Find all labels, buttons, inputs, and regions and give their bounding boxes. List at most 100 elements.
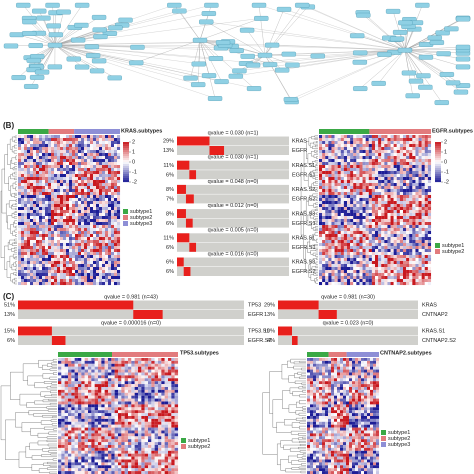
dendrogram-branch <box>12 278 15 284</box>
heatmap-cell <box>87 183 91 187</box>
heatmap-cell <box>421 165 425 169</box>
network-node <box>36 15 51 21</box>
heatmap-cell <box>84 392 89 396</box>
heatmap-cell <box>72 174 76 178</box>
heatmap-cell <box>384 144 388 148</box>
heatmap-cell <box>111 195 115 199</box>
heatmap-cell <box>102 273 106 277</box>
heatmap-cell <box>71 416 75 419</box>
heatmap-cell <box>340 204 344 208</box>
heatmap-cell <box>121 395 125 399</box>
heatmap-cell <box>81 270 85 274</box>
heatmap-cell <box>78 246 82 250</box>
network-node <box>356 12 371 18</box>
network-node <box>84 44 100 50</box>
heatmap-cell <box>331 165 335 169</box>
heatmap-cell <box>331 168 335 172</box>
network-edge <box>54 44 100 61</box>
heatmap-cell <box>45 165 49 169</box>
heatmap-cell <box>171 401 175 405</box>
heatmap-cell <box>384 276 388 280</box>
heatmap-cell <box>78 219 82 223</box>
heatmap-cell <box>412 189 416 193</box>
heatmap-cell <box>87 258 91 262</box>
dendrogram-branch <box>9 255 14 268</box>
heatmap-cell <box>124 375 129 379</box>
heatmap-cell <box>72 150 76 154</box>
heatmap-cell <box>45 141 49 145</box>
heatmap-cell <box>39 282 43 286</box>
heatmap-cell <box>421 177 425 181</box>
network-edge <box>54 44 115 78</box>
heatmap-cell <box>319 156 323 160</box>
heatmap-cell <box>88 398 92 402</box>
heatmap-cell <box>27 261 31 265</box>
heatmap-cell <box>128 363 132 367</box>
heatmap-cell <box>371 282 376 286</box>
heatmap-cell <box>378 192 382 196</box>
heatmap-cell <box>54 255 58 259</box>
heatmap-cell <box>340 177 344 181</box>
heatmap-cell <box>138 372 142 376</box>
heatmap-cell <box>409 237 413 241</box>
heatmap-cell <box>148 363 152 367</box>
heatmap-cell <box>84 363 89 367</box>
annotation-bar <box>74 129 120 134</box>
network-node <box>56 9 71 15</box>
heatmap-cell <box>128 378 132 382</box>
heatmap-cell <box>381 231 385 235</box>
heatmap-cell <box>102 174 106 178</box>
heatmap-cell <box>99 246 103 250</box>
heatmap-cell <box>102 270 106 274</box>
heatmap-cell <box>387 210 391 214</box>
heatmap-cell <box>114 171 118 175</box>
heatmap-cell <box>325 210 329 214</box>
heatmap-cell <box>340 168 344 172</box>
heatmap-cell <box>375 138 379 142</box>
heatmap-cell <box>94 410 99 414</box>
mutation-bar <box>278 326 292 336</box>
heatmap-cell <box>102 153 106 157</box>
heatmap-cell <box>117 165 121 169</box>
color-scale-step <box>435 178 441 181</box>
heatmap-cell <box>90 222 94 226</box>
heatmap-cell <box>322 204 326 208</box>
heatmap-cell <box>98 384 102 388</box>
heatmap-cell <box>403 282 407 286</box>
heatmap-cell <box>371 138 376 142</box>
network-node <box>371 81 386 86</box>
heatmap-cell <box>90 183 94 187</box>
heatmap-cell <box>57 135 61 139</box>
heatmap-cell <box>161 358 165 361</box>
heatmap-cell <box>69 231 73 235</box>
dendrogram-branch <box>50 385 57 388</box>
heatmap-cell <box>393 171 397 175</box>
heatmap-cell <box>412 216 416 220</box>
heatmap-cell <box>99 168 103 172</box>
heatmap-cell <box>54 177 58 181</box>
heatmap-cell <box>72 213 76 217</box>
heatmap-cell <box>27 255 31 259</box>
heatmap-cell <box>88 387 92 390</box>
heatmap-cell <box>371 255 376 259</box>
heatmap-cell <box>359 237 363 241</box>
heatmap-cell <box>412 168 416 172</box>
heatmap-cell <box>72 183 76 187</box>
heatmap-cell <box>36 183 40 187</box>
heatmap-cell <box>30 249 34 253</box>
heatmap-cell <box>343 195 348 199</box>
heatmap-cell <box>158 407 162 411</box>
heatmap-cell <box>365 210 369 214</box>
heatmap-cell <box>325 258 329 262</box>
heatmap-cell <box>63 141 67 145</box>
heatmap-cell <box>384 264 388 268</box>
color-scale-step <box>123 180 129 183</box>
heatmap-cell <box>24 273 28 277</box>
heatmap-cell <box>390 147 394 151</box>
heatmap-cell <box>63 204 67 208</box>
heatmap-cell <box>154 416 159 419</box>
heatmap-cell <box>138 392 142 396</box>
heatmap-cell <box>343 222 348 226</box>
heatmap-cell <box>406 183 410 187</box>
heatmap-cell <box>356 186 360 190</box>
